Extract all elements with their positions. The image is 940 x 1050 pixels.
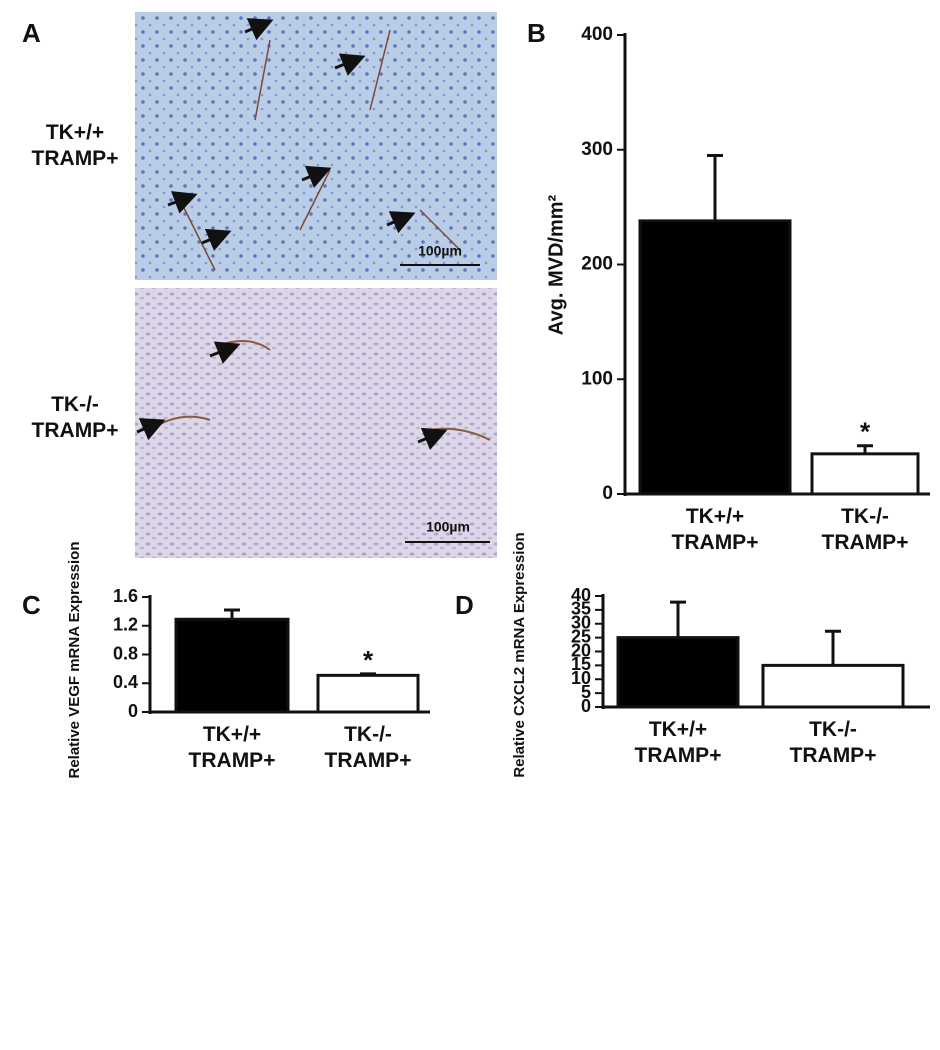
y-axis-label: Relative VEGF mRNA Expression	[66, 541, 83, 778]
y-tick-label: 100	[581, 368, 613, 389]
y-tick-label: 5	[581, 682, 591, 702]
row-label: TK-/- TRAMP+	[31, 393, 119, 443]
scale-bar-label: 100µm	[418, 243, 462, 259]
y-tick-label: 20	[571, 640, 591, 660]
x-tick-label: TK-/- TRAMP+	[324, 723, 412, 773]
y-tick-label: 0.4	[113, 672, 138, 692]
y-tick-label: 15	[571, 654, 591, 674]
y-axis-label: Avg. MVD/mm²	[545, 194, 567, 335]
y-tick-label: 1.2	[113, 615, 138, 635]
x-tick-label: TK-/- TRAMP+	[821, 505, 909, 555]
y-tick-label: 0	[581, 696, 591, 716]
bar	[761, 663, 905, 709]
arrows	[136, 18, 448, 450]
row-label: TK+/+ TRAMP+	[31, 121, 119, 171]
bar	[316, 673, 420, 714]
panel-label: A	[22, 18, 41, 48]
significance-mark: *	[363, 645, 374, 675]
error-bar	[825, 629, 841, 666]
x-tick-label: TK+/+ TRAMP+	[671, 505, 759, 555]
scale-bar-label: 100µm	[426, 519, 470, 535]
panel-label: B	[527, 18, 546, 48]
y-tick-label: 25	[571, 626, 591, 646]
significance-mark: *	[860, 417, 871, 447]
y-tick-label: 10	[571, 668, 591, 688]
y-tick-label: 1.6	[113, 586, 138, 606]
y-axis-label: Relative CXCL2 mRNA Expression	[511, 532, 528, 777]
x-tick-label: TK+/+ TRAMP+	[634, 718, 722, 768]
y-tick-label: 400	[581, 24, 613, 45]
panel-label: C	[22, 590, 41, 620]
y-tick-label: 40	[571, 585, 591, 605]
error-bar	[224, 608, 240, 620]
bar	[638, 219, 792, 496]
error-bar	[670, 600, 686, 638]
y-tick-label: 35	[571, 599, 591, 619]
y-tick-label: 0.8	[113, 643, 138, 663]
micrograph-bottom	[135, 288, 497, 558]
y-tick-label: 30	[571, 613, 591, 633]
x-tick-label: TK+/+ TRAMP+	[188, 723, 276, 773]
y-tick-label: 200	[581, 254, 613, 275]
y-tick-label: 300	[581, 139, 613, 160]
micrograph-top	[135, 12, 497, 280]
bar	[616, 636, 740, 709]
x-tick-label: TK-/- TRAMP+	[789, 718, 877, 768]
bar	[174, 617, 290, 714]
y-tick-label: 0	[128, 701, 138, 721]
y-tick-label: 0	[602, 483, 613, 504]
error-bar	[707, 153, 723, 221]
panel-label: D	[455, 590, 474, 620]
bar	[810, 452, 920, 496]
